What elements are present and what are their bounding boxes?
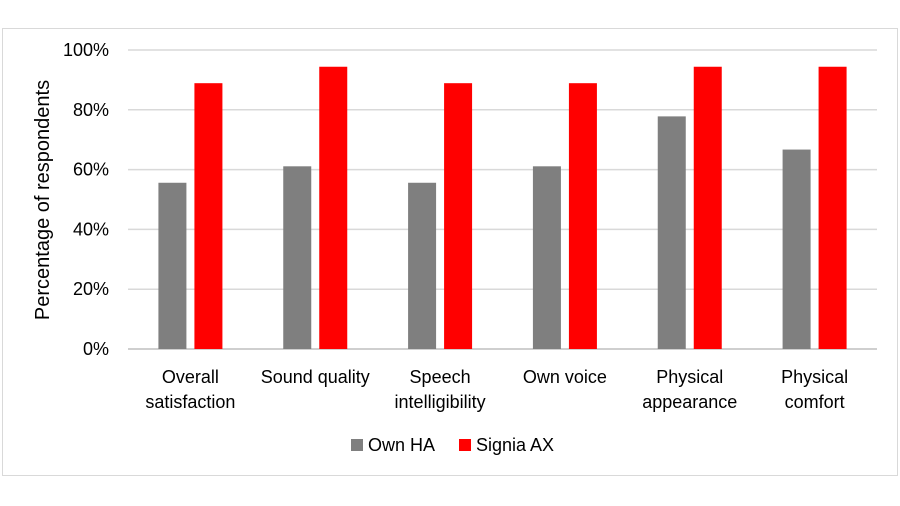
legend-swatch [459, 439, 471, 451]
category-label-line: Own voice [523, 367, 607, 387]
category-label: Own voice [523, 367, 607, 387]
y-tick-labels: 0% 20% 40% 60% 80% 100% [63, 40, 109, 359]
bar-own-ha [782, 149, 811, 349]
category-label: Physical comfort [781, 367, 848, 412]
gridlines [128, 49, 877, 350]
category-labels: Overall satisfaction Sound quality Speech in… [145, 367, 848, 412]
bar-own-ha [408, 182, 437, 349]
y-tick-label: 100% [63, 40, 109, 60]
bar-own-ha [283, 166, 312, 349]
category-label-line: intelligibility [395, 392, 486, 412]
bar-signia-ax [194, 83, 223, 350]
y-tick-label: 0% [83, 339, 109, 359]
bar-signia-ax [444, 83, 473, 350]
bar-signia-ax [568, 83, 597, 350]
category-label: Sound quality [261, 367, 370, 387]
category-label-line: satisfaction [145, 392, 235, 412]
y-tick-label: 60% [73, 160, 109, 180]
bar-signia-ax [319, 66, 348, 349]
y-tick-label: 20% [73, 279, 109, 299]
category-label-line: Speech [410, 367, 471, 387]
category-label-line: appearance [642, 392, 737, 412]
category-label-line: Physical [781, 367, 848, 387]
bar-signia-ax [818, 66, 847, 349]
legend-label: Signia AX [476, 435, 554, 455]
y-axis-label: Percentage of respondents [32, 80, 54, 320]
legend: Own HA Signia AX [351, 435, 554, 455]
legend-swatch [351, 439, 363, 451]
category-label-line: Physical [656, 367, 723, 387]
category-label: Physical appearance [642, 367, 737, 412]
bar-own-ha [657, 116, 686, 350]
category-label: Speech intelligibility [395, 367, 486, 412]
bars [158, 66, 847, 350]
y-tick-label: 40% [73, 219, 109, 239]
bar-own-ha [158, 182, 187, 349]
y-tick-label: 80% [73, 100, 109, 120]
bar-signia-ax [693, 66, 722, 349]
category-label-line: comfort [785, 392, 845, 412]
legend-label: Own HA [368, 435, 435, 455]
category-label-line: Overall [162, 367, 219, 387]
category-label-line: Sound quality [261, 367, 370, 387]
category-label: Overall satisfaction [145, 367, 235, 412]
bar-own-ha [532, 166, 561, 349]
